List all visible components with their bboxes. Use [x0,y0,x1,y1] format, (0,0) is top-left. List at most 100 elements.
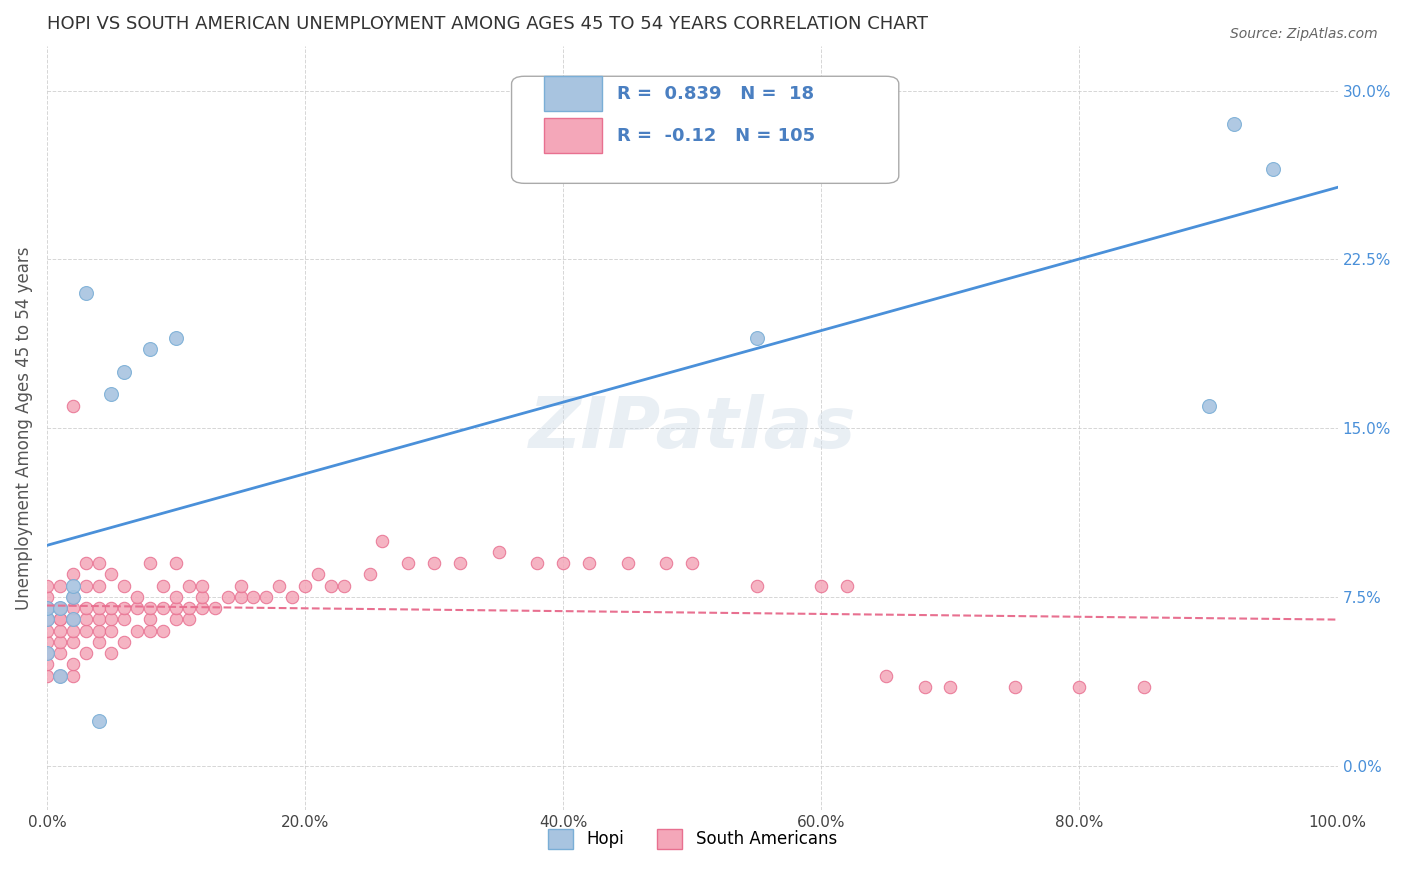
Point [371,533,394,548]
Point [75,556,97,570]
Point [488,545,510,559]
Point [319,578,342,592]
Point [681,556,703,570]
Point [35,601,58,615]
Point [139,556,162,570]
Point [49,668,72,682]
Point [526,556,548,570]
Point [35,601,58,615]
Point [449,556,471,570]
Point [191,601,214,615]
Point [177,612,200,626]
Point [100,601,122,615]
Point [112,601,135,615]
Point [62,668,84,682]
Point [745,331,768,345]
Point [62,567,84,582]
Point [152,578,174,592]
Point [62,612,84,626]
Point [100,624,122,638]
Point [49,612,72,626]
Point [75,612,97,626]
Point [62,590,84,604]
Point [87,624,110,638]
Point [229,590,252,604]
Point [100,612,122,626]
Point [177,601,200,615]
Point [62,399,84,413]
Point [62,578,84,592]
Point [87,601,110,615]
Point [1261,162,1284,177]
Point [745,578,768,592]
Point [1223,117,1246,131]
Point [35,612,58,626]
Point [254,590,277,604]
Point [35,624,58,638]
FancyBboxPatch shape [544,119,602,153]
Text: HOPI VS SOUTH AMERICAN UNEMPLOYMENT AMONG AGES 45 TO 54 YEARS CORRELATION CHART: HOPI VS SOUTH AMERICAN UNEMPLOYMENT AMON… [46,15,928,33]
Text: ZIPatlas: ZIPatlas [529,393,856,463]
Point [939,680,962,694]
Point [139,624,162,638]
Point [191,578,214,592]
Legend: Hopi, South Americans: Hopi, South Americans [541,822,844,855]
Point [139,601,162,615]
Point [49,668,72,682]
Point [177,578,200,592]
Point [165,556,187,570]
Point [112,578,135,592]
Point [112,634,135,648]
Point [553,556,575,570]
Point [837,578,859,592]
Point [35,601,58,615]
Point [112,365,135,379]
Point [112,612,135,626]
Point [62,657,84,672]
Point [127,590,149,604]
Point [35,634,58,648]
Point [49,578,72,592]
Point [49,634,72,648]
Point [165,612,187,626]
Point [75,578,97,592]
Point [62,624,84,638]
Text: Source: ZipAtlas.com: Source: ZipAtlas.com [1230,27,1378,41]
FancyBboxPatch shape [512,76,898,184]
Point [127,601,149,615]
Point [49,601,72,615]
Point [35,646,58,660]
Point [139,612,162,626]
Point [75,286,97,301]
Point [616,556,638,570]
Point [87,556,110,570]
Point [62,612,84,626]
Point [396,556,419,570]
Point [139,343,162,357]
Point [269,578,291,592]
Point [62,634,84,648]
Point [655,556,678,570]
Y-axis label: Unemployment Among Ages 45 to 54 years: Unemployment Among Ages 45 to 54 years [15,246,32,610]
Point [49,601,72,615]
Point [1004,680,1026,694]
Point [35,612,58,626]
Point [49,646,72,660]
Point [35,612,58,626]
Point [75,624,97,638]
Point [49,624,72,638]
Point [127,624,149,638]
Point [165,331,187,345]
Point [281,590,304,604]
Point [35,668,58,682]
Point [191,590,214,604]
Point [294,578,316,592]
Point [810,578,832,592]
Point [1198,399,1220,413]
Point [87,714,110,728]
Point [229,578,252,592]
Point [875,668,897,682]
Point [62,590,84,604]
Point [914,680,936,694]
Point [62,601,84,615]
